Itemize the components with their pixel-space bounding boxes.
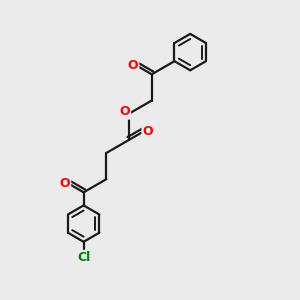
Text: Cl: Cl <box>77 251 90 264</box>
Text: O: O <box>59 177 70 190</box>
Text: O: O <box>119 105 130 119</box>
Text: O: O <box>128 59 138 72</box>
Text: O: O <box>143 125 153 138</box>
